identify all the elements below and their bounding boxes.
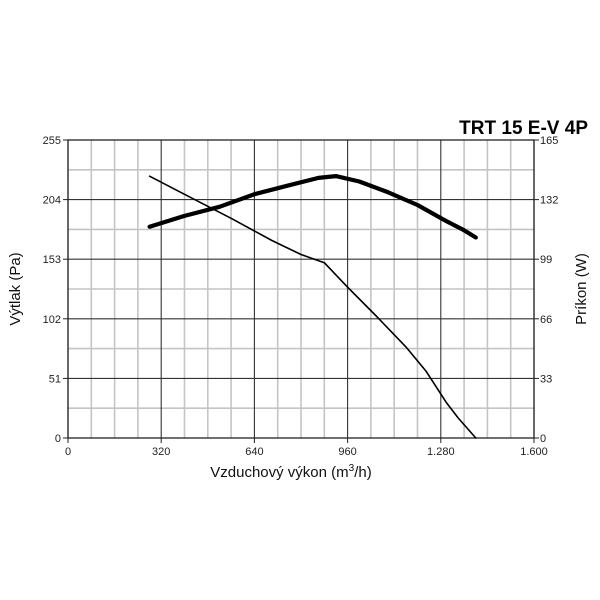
x-axis-title: Vzduchový výkon (m3/h) [210, 463, 371, 481]
y-right-tick-label: 132 [540, 195, 558, 207]
x-tick-label: 640 [245, 446, 263, 458]
y-right-tick-label: 99 [540, 254, 552, 266]
y-left-tick-label: 0 [55, 433, 61, 445]
y-left-tick-label: 255 [43, 135, 61, 147]
x-tick-label: 320 [152, 446, 170, 458]
y-axis-left-title: Výtlak (Pa) [7, 252, 24, 325]
y-right-tick-label: 165 [540, 135, 558, 147]
series-layer [147, 174, 478, 439]
x-tick-label: 960 [338, 446, 356, 458]
y-left-tick-label: 102 [43, 314, 61, 326]
x-tick-label: 1.280 [427, 446, 455, 458]
tick-marks [63, 139, 539, 443]
y-left-tick-label: 204 [43, 195, 61, 207]
x-tick-label: 1.600 [520, 446, 548, 458]
y-right-tick-label: 0 [540, 433, 546, 445]
chart-title: TRT 15 E-V 4P [459, 118, 588, 139]
y-right-tick-label: 66 [540, 314, 552, 326]
power-curve-line [147, 174, 478, 240]
y-left-tick-labels: 0 51 102 153 204 255 [43, 135, 61, 445]
y-left-tick-label: 51 [49, 373, 61, 385]
minor-grid [68, 140, 534, 438]
y-right-tick-label: 33 [540, 373, 552, 385]
x-tick-label: 0 [65, 446, 71, 458]
y-axis-right-title: Príkon (W) [573, 253, 590, 325]
pressure-curve-line [148, 175, 477, 439]
x-axis-title-main: Vzduchový výkon (m [210, 464, 348, 481]
x-tick-labels: 0 320 640 960 1.280 1.600 [65, 446, 548, 458]
x-axis-title-unit: /h) [354, 464, 372, 481]
plot-frame [67, 139, 535, 439]
y-left-tick-label: 153 [43, 254, 61, 266]
y-right-tick-labels: 0 33 66 99 132 165 [540, 135, 558, 445]
x-axis-title-superscript: 3 [349, 463, 355, 474]
